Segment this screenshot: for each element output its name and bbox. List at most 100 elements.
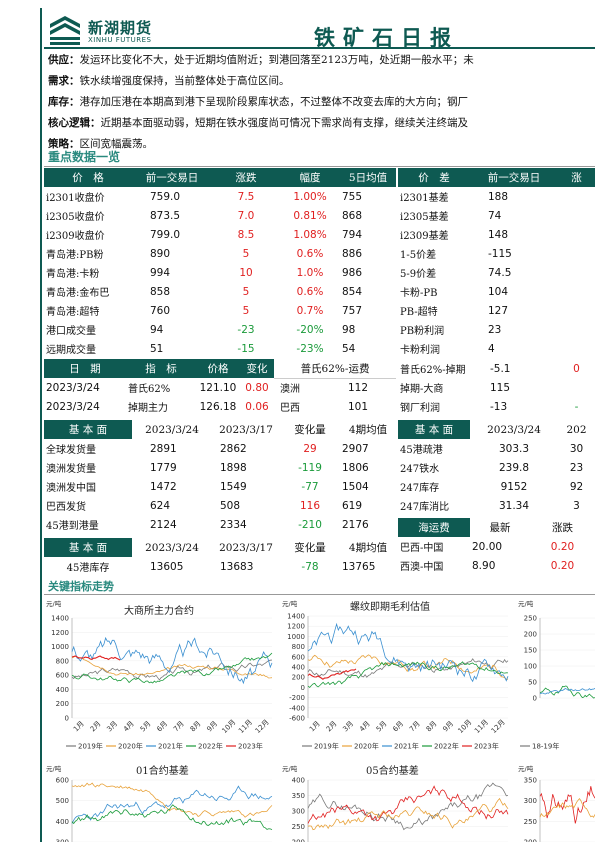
table-row: 全球发货量 2891 2862 29 2907	[44, 439, 396, 458]
header-cell: 最新	[470, 518, 530, 537]
table-cell: 51	[150, 342, 164, 355]
chart-unit: 元/吨	[518, 600, 534, 608]
fundamentals-header: 基 本 面 2023/3/24 2023/3/17 变化量 4期均值	[44, 420, 396, 439]
table-cell: i2305基差	[400, 212, 449, 223]
table-row: 青岛港:超特 760 5 0.7% 757	[44, 301, 396, 320]
table-cell: 2023/3/24	[46, 381, 100, 394]
price-table: 价 格 前一交易日 涨跌 幅度 5日均值 i2301收盘价 759.0 7.5 1.0…	[44, 168, 396, 358]
header-cell: 海运费	[398, 518, 470, 537]
table-cell: 799.0	[150, 228, 181, 241]
table-cell: 2907	[342, 442, 369, 455]
table-cell: 8.5	[237, 228, 255, 241]
table-cell: -23%	[296, 342, 324, 355]
table-cell: 5	[242, 285, 250, 298]
x-tick-label: 1月	[308, 720, 322, 734]
table-cell	[558, 187, 595, 206]
table-cell: 303.3	[498, 442, 530, 455]
table-cell: 全球发货量	[46, 445, 96, 456]
chart-unit: 元/吨	[282, 600, 298, 608]
table-cell: 青岛港:超特	[46, 307, 100, 318]
table-row: 1-5价差 -115	[398, 244, 595, 263]
table-cell: 30	[569, 442, 584, 455]
y-tick-label: 400	[292, 777, 305, 785]
table-cell: 54	[342, 342, 356, 355]
series-line	[307, 668, 357, 680]
legend-label: 2023年	[238, 742, 263, 751]
table-cell: i2309收盘价	[46, 231, 105, 242]
table-cell	[558, 378, 595, 397]
x-tick-label: 5月	[375, 720, 389, 734]
table-cell: 0.7%	[296, 304, 324, 317]
chart-05-basis: 05合约基差 元/吨 400 350 300 250 200	[280, 760, 516, 842]
table-cell: 10	[239, 266, 253, 279]
header-cell: 2023/3/24	[132, 538, 212, 557]
header-cell: 变化量	[280, 538, 340, 557]
table-cell: 8.90	[472, 559, 496, 572]
x-tick-label: 9月	[205, 720, 219, 734]
header-cell: 前一交易日	[132, 168, 212, 187]
table-cell: 116	[299, 499, 321, 512]
table-cell: 29	[303, 442, 317, 455]
y-tick-label: 300	[524, 797, 537, 805]
table-cell: 西澳-中国	[400, 562, 444, 573]
table-cell: -23	[237, 323, 255, 336]
table-cell: 卡粉-PB	[400, 288, 438, 299]
table-cell: 873.5	[150, 209, 181, 222]
chart-title: 01合约基差	[136, 766, 189, 777]
x-tick-label: 12月	[490, 718, 507, 735]
series-line	[307, 661, 509, 688]
table-cell: 45港库存	[66, 563, 110, 574]
header-cell: 涨	[558, 168, 595, 187]
chart-title: 大商所主力合约	[124, 606, 194, 617]
table-cell: 0.20	[550, 540, 575, 553]
table-row: i2305基差 74	[398, 206, 595, 225]
table-cell: i2309基差	[400, 231, 449, 242]
table-row: 青岛港:PB粉 890 5 0.6% 886	[44, 244, 396, 263]
table-cell: 858	[150, 285, 171, 298]
chart-plot: 600 500 400 300	[56, 777, 273, 842]
table-row: 青岛港:金布巴 858 5 0.6% 854	[44, 282, 396, 301]
x-tick-label: 3月	[105, 720, 119, 734]
table-row: 45港疏港 303.3 30	[398, 439, 595, 458]
table-cell: -119	[298, 461, 322, 474]
table-cell: i2301基差	[400, 193, 449, 204]
table-cell: 2891	[150, 442, 177, 455]
summary-label: 供应：	[48, 54, 80, 66]
summary-core-logic: 核心逻辑：近期基本面驱动弱，短期在铁水强度尚可情况下需求尚有支撑，继续关注终端及	[48, 113, 595, 134]
x-tick-label: 3月	[341, 720, 355, 734]
summary-label: 核心逻辑：	[48, 117, 101, 129]
table-cell: 247铁水	[400, 464, 440, 475]
table-cell: 20.00	[472, 540, 503, 553]
header-cell: 幅度	[280, 168, 340, 187]
y-tick-label: 400	[292, 664, 305, 672]
table-row: 2023/3/24 普氏62% 121.10 0.80 澳洲 112	[44, 378, 396, 397]
table-cell: 1898	[220, 461, 247, 474]
table-cell	[558, 244, 595, 263]
summary-text: 铁水续增强度保持，当前整体处于高位区间。	[79, 75, 290, 87]
y-tick-label: 50	[528, 679, 537, 687]
y-tick-label: 200	[524, 631, 537, 639]
chart-plot: 1400 1200 1000 800 600 400 200 01月 2月 3月 4月 5月 6月 7月 8…	[51, 615, 273, 751]
table-row: 巴西发货 624 508 116 619	[44, 496, 396, 515]
table-row: 巴西-中国 20.00 0.20	[398, 537, 595, 556]
table-cell: 1504	[342, 480, 369, 493]
y-tick-label: 250	[524, 818, 537, 826]
table-cell: 2176	[342, 518, 369, 531]
table-cell: -	[574, 400, 579, 413]
price-table-header: 价 格 前一交易日 涨跌 幅度 5日均值	[44, 168, 396, 187]
header-cell: 基 本 面	[44, 538, 132, 557]
table-cell	[558, 301, 595, 320]
table-cell: 0.20	[550, 559, 575, 572]
series-line	[71, 785, 273, 824]
y-tick-label: 1000	[287, 633, 305, 641]
table-cell	[558, 282, 595, 301]
report-title: 铁矿石日报	[314, 25, 459, 50]
index-table: 日 期 指 标 价格 变化 普氏62%-运费 2023/3/24 普氏62% 121…	[44, 359, 397, 416]
summary-label: 库存：	[48, 96, 80, 108]
header-cell: 基 本 面	[44, 420, 132, 439]
table-cell: 148	[488, 228, 509, 241]
table-cell: 247库消比	[400, 502, 450, 513]
y-tick-label: 200	[56, 700, 69, 708]
